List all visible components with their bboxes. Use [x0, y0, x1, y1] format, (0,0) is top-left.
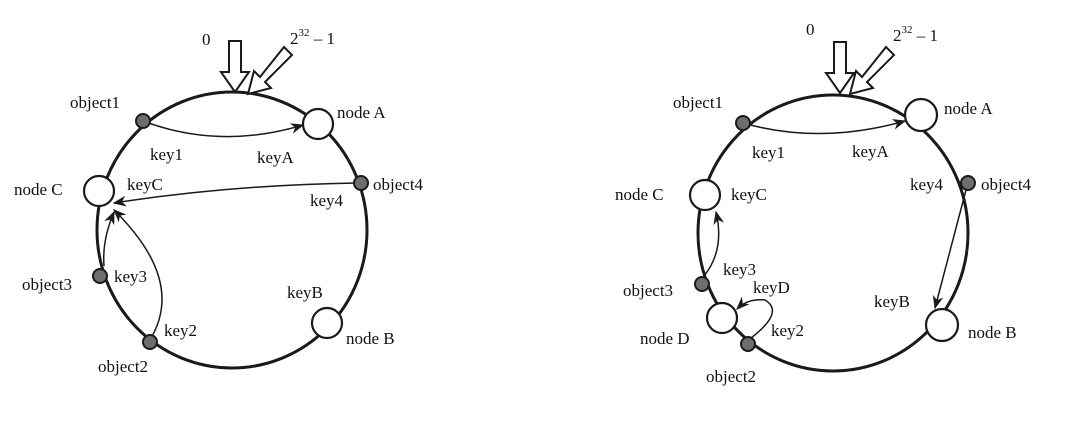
node-a: [903, 97, 939, 133]
node-c: [82, 174, 116, 208]
object3-label: object3: [623, 281, 673, 300]
right-hash-ring-diagram: 0 232 – 1 object1 node A key1 keyA node …: [615, 20, 1032, 386]
node-b: [924, 307, 960, 343]
object2-dot: [740, 336, 756, 352]
max-value-label: 232 – 1: [290, 27, 335, 48]
node-a: [301, 107, 335, 141]
key3-label: key3: [114, 267, 147, 286]
object1-label: object1: [673, 93, 723, 112]
keyC-label: keyC: [731, 185, 767, 204]
key2-to-node-c-arrow: [113, 209, 163, 339]
hash-ring: [696, 93, 970, 373]
object4-label: object4: [981, 175, 1032, 194]
zero-label: 0: [806, 20, 815, 39]
object1-dot: [735, 115, 751, 131]
object4-dot: [960, 175, 976, 191]
keyA-label: keyA: [852, 142, 890, 161]
key2-label: key2: [164, 321, 197, 340]
key2-label: key2: [771, 321, 804, 340]
node-c-label: node C: [615, 185, 664, 204]
key4-to-node-c-arrow: [112, 182, 358, 207]
key1-label: key1: [752, 143, 785, 162]
object4-label: object4: [373, 175, 424, 194]
key2-to-node-d-arrow: [736, 296, 774, 339]
keyD-label: keyD: [753, 278, 790, 297]
object2-dot: [142, 334, 158, 350]
hash-ring: [95, 90, 369, 370]
object2-label: object2: [98, 357, 148, 376]
key4-label: key4: [310, 191, 344, 210]
node-b-label: node B: [968, 323, 1017, 342]
node-c-label: node C: [14, 180, 63, 199]
node-b: [310, 306, 344, 340]
object4-dot: [353, 175, 369, 191]
keyC-label: keyC: [127, 175, 163, 194]
keyB-label: keyB: [287, 283, 323, 302]
node-c: [688, 178, 722, 212]
key1-to-node-a-arrow: [742, 119, 907, 135]
object3-dot: [694, 276, 710, 292]
object1-dot: [135, 113, 151, 129]
keyA-label: keyA: [257, 148, 295, 167]
key4-to-node-b-arrow: [932, 189, 967, 310]
object3-dot: [92, 268, 108, 284]
max-value-label: 232 – 1: [893, 24, 938, 45]
left-hash-ring-diagram: 0 232 – 1 object1 node A key1 keyA node …: [14, 27, 424, 376]
zero-label: 0: [202, 30, 211, 49]
zero-pointer-arrow: [824, 41, 856, 95]
key1-to-node-a-arrow: [142, 120, 305, 138]
object3-label: object3: [22, 275, 72, 294]
key3-to-node-c-arrow: [102, 210, 115, 267]
node-b-label: node B: [346, 329, 395, 348]
zero-pointer-arrow: [219, 40, 251, 94]
keyB-label: keyB: [874, 292, 910, 311]
key1-label: key1: [150, 145, 183, 164]
max-pointer-arrow: [246, 45, 294, 96]
key3-to-node-c-arrow: [703, 210, 725, 277]
object2-label: object2: [706, 367, 756, 386]
node-d: [705, 301, 739, 335]
object1-label: object1: [70, 93, 120, 112]
key4-label: key4: [910, 175, 944, 194]
node-d-label: node D: [640, 329, 690, 348]
max-pointer-arrow: [848, 45, 896, 96]
node-a-label: node A: [337, 103, 386, 122]
node-a-label: node A: [944, 99, 993, 118]
key3-label: key3: [723, 260, 756, 279]
